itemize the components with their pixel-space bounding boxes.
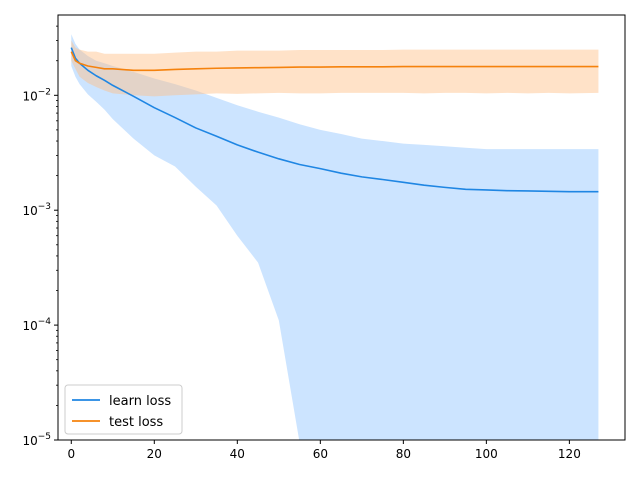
learn-loss-line (70, 47, 599, 193)
legend-label-test-loss: test loss (109, 415, 163, 430)
plot-frame (57, 14, 626, 441)
learn-loss-band (71, 34, 599, 440)
test-loss-line (70, 51, 599, 72)
x-tick-label: 80 (396, 447, 411, 461)
y-tick-label: 10−5 (22, 432, 51, 448)
x-axis: 0 20 40 60 80 100 120 (67, 440, 581, 461)
confidence-bands (71, 34, 599, 440)
test-loss-band (71, 40, 599, 97)
x-tick-label: 120 (558, 447, 581, 461)
x-tick-label: 100 (475, 447, 498, 461)
y-tick-label: 10−2 (22, 87, 51, 103)
legend: learn loss test loss (64, 384, 183, 435)
x-tick-label: 0 (67, 447, 75, 461)
legend-label-learn-loss: learn loss (109, 394, 171, 409)
x-tick-label: 40 (230, 447, 245, 461)
y-axis: 10−5 10−4 10−3 10−2 (22, 25, 58, 448)
x-tick-label: 60 (313, 447, 328, 461)
y-tick-label: 10−3 (22, 202, 51, 218)
series-lines (70, 47, 599, 193)
y-tick-label: 10−4 (22, 317, 51, 333)
x-tick-label: 20 (147, 447, 162, 461)
